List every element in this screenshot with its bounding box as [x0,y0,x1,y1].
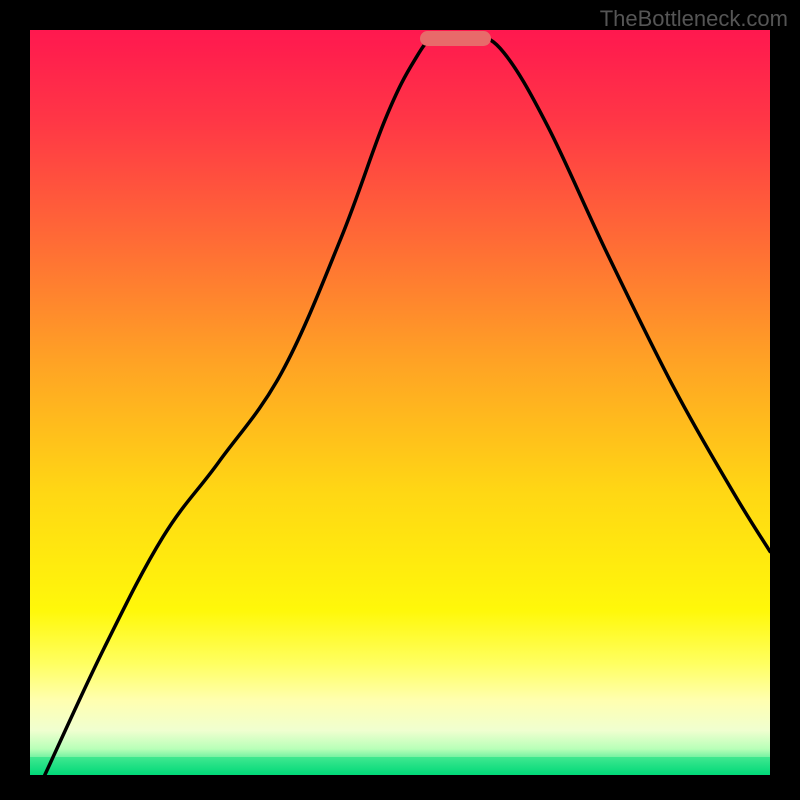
curve-layer [30,30,770,775]
optimal-marker [420,31,490,46]
chart-frame [30,30,770,775]
watermark-text: TheBottleneck.com [600,6,788,32]
bottleneck-curve [45,34,770,775]
